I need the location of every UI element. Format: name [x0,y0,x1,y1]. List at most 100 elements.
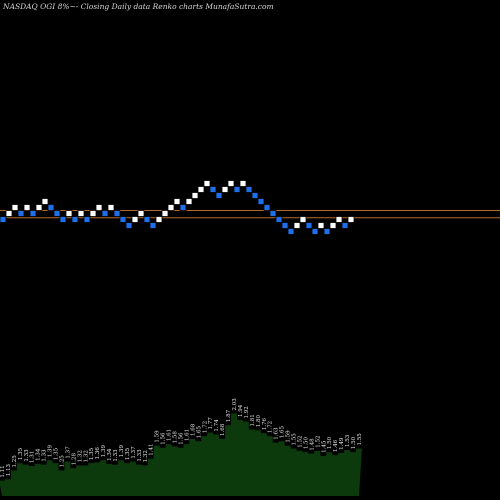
volume-label: 1.92 [244,406,250,418]
volume-label: 1.68 [190,423,196,436]
volume-label: 1.65 [280,425,286,438]
renko-brick-up [77,210,85,217]
renko-brick-down [263,204,271,211]
volume-label: 1.37 [131,446,137,459]
volume-label: 1.50 [327,436,333,449]
renko-brick-up [95,204,103,211]
volume-label: 2.03 [232,398,238,411]
renko-brick-down [53,210,61,217]
volume-label: 1.56 [179,432,185,445]
renko-brick-down [83,216,91,223]
volume-label: 1.63 [274,427,280,440]
renko-brick-down [245,186,253,193]
renko-brick-up [65,210,73,217]
renko-brick-down [233,186,241,193]
volume-label: 1.25 [60,455,66,468]
volume-label: 1.45 [321,440,327,453]
renko-bricks [0,180,355,235]
renko-brick-down [149,222,157,229]
volume-label: 1.13 [6,463,12,476]
volume-label: 1.68 [220,423,226,436]
renko-brick-down [29,210,37,217]
renko-brick-down [305,222,313,229]
renko-brick-down [17,210,25,217]
volume-label: 1.32 [77,450,83,462]
renko-brick-down [59,216,67,223]
volume-label: 1.94 [238,404,244,417]
renko-brick-down [0,216,7,223]
renko-brick-up [155,216,163,223]
volume-label: 1.55 [357,433,363,446]
renko-brick-up [347,216,355,223]
volume-label: 1.39 [119,444,125,457]
volume-area: 1.11 1.131.251.35 1.33 1.31 1.34 1.33 1.39 1.35… [0,398,363,496]
renko-brick-down [119,216,127,223]
volume-label: 1.33 [42,449,48,462]
renko-brick-up [191,192,199,199]
renko-brick-down [287,228,295,235]
renko-brick-down [47,204,55,211]
renko-brick-down [125,222,133,229]
volume-label: 1.48 [309,438,315,451]
volume-label: 1.59 [286,430,292,443]
volume-label: 1.34 [36,448,42,461]
volume-label: 1.72 [268,421,274,433]
volume-label: 1.35 [125,447,131,460]
volume-label: 1.11 [0,465,6,477]
volume-label: 1.58 [173,431,179,444]
volume-label: 1.74 [214,419,220,432]
renko-brick-up [335,216,343,223]
volume-label: 1.50 [303,436,309,449]
volume-label: 1.65 [196,425,202,438]
volume-label: 1.33 [113,449,119,462]
renko-brick-up [23,204,31,211]
renko-brick-up [239,180,247,187]
volume-label: 1.81 [250,414,256,426]
renko-brick-up [293,222,301,229]
volume-label: 1.77 [208,417,214,430]
volume-label: 1.41 [149,443,155,455]
renko-brick-up [161,210,169,217]
volume-label: 1.80 [256,415,262,428]
renko-brick-up [131,216,139,223]
renko-brick-up [203,180,211,187]
volume-label: 1.37 [65,446,71,459]
volume-label: 1.87 [226,409,232,422]
renko-brick-up [35,204,43,211]
renko-brick-down [143,216,151,223]
renko-brick-up [185,198,193,205]
volume-label: 1.61 [184,429,190,441]
volume-label: 1.59 [155,430,161,443]
renko-brick-up [227,180,235,187]
volume-label: 1.32 [143,450,149,462]
renko-brick-up [11,204,19,211]
volume-label: 1.56 [161,432,167,445]
renko-brick-down [209,186,217,193]
renko-brick-up [167,204,175,211]
volume-label: 1.61 [167,429,173,441]
renko-brick-down [275,216,283,223]
volume-label: 1.52 [315,435,321,447]
volume-label: 1.35 [18,447,24,460]
renko-brick-up [299,216,307,223]
renko-brick-down [251,192,259,199]
renko-brick-up [5,210,13,217]
volume-label: 1.72 [202,421,208,433]
volume-label: 1.46 [333,439,339,452]
renko-brick-up [221,186,229,193]
volume-label: 1.32 [83,450,89,462]
volume-label: 1.52 [298,435,304,447]
renko-brick-up [197,186,205,193]
renko-brick-down [311,228,319,235]
renko-brick-up [173,198,181,205]
renko-brick-down [101,210,109,217]
volume-label: 1.31 [30,451,36,463]
renko-brick-up [329,222,337,229]
volume-label: 1.36 [95,447,101,460]
volume-label: 1.53 [345,434,351,447]
chart-title: NASDAQ OGI 8%~- Closing Daily data Renko… [2,2,274,11]
volume-label: 1.35 [54,447,60,460]
renko-brick-down [215,192,223,199]
volume-fill [0,413,362,496]
